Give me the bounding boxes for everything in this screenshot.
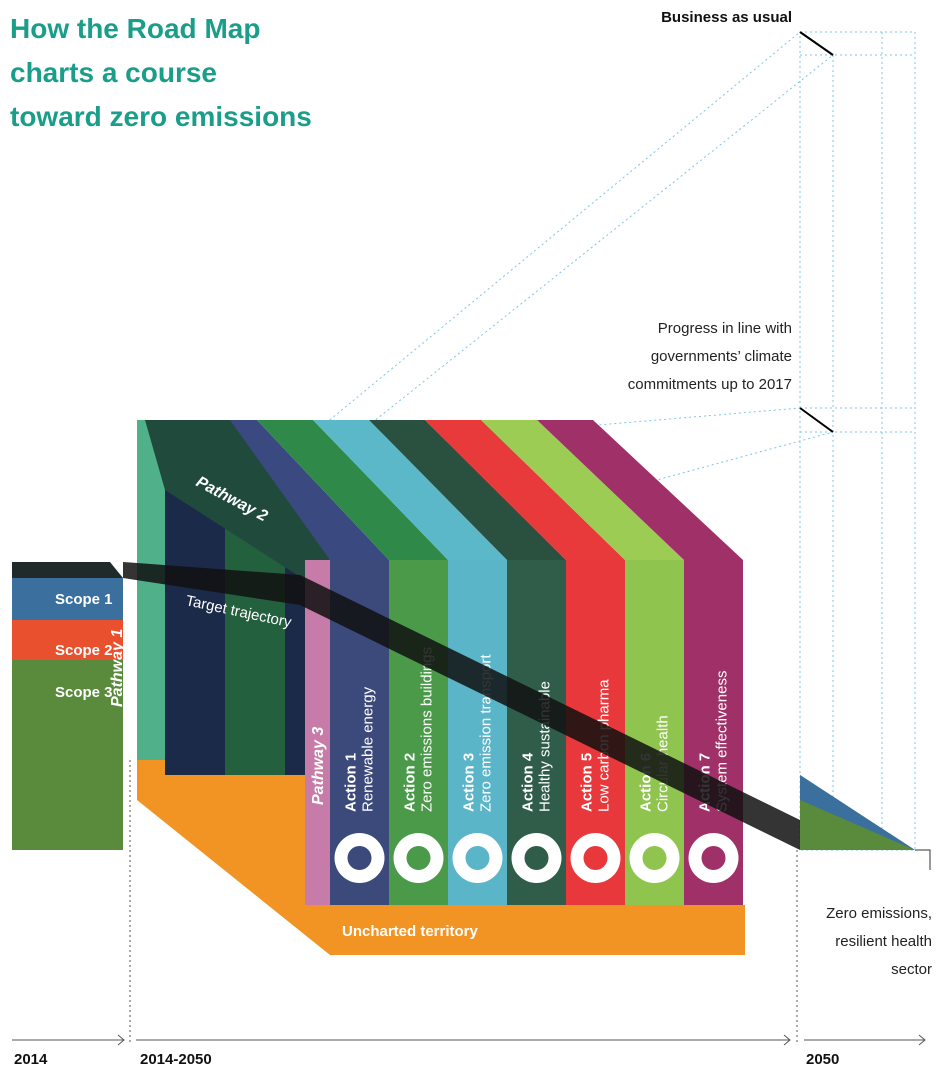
action-icon [701, 846, 726, 870]
action-name: System effectiveness [714, 671, 731, 812]
timeline [12, 760, 926, 1046]
action-icon [583, 846, 608, 870]
action-icon [642, 846, 667, 870]
action-label: Action 5 [579, 753, 596, 812]
action-icon [465, 846, 490, 870]
annotation: Progress in line with [658, 320, 792, 337]
end-block [800, 775, 915, 850]
interior [225, 520, 285, 775]
action-label: Action 3 [461, 753, 478, 812]
timeline-label: 2050 [806, 1051, 839, 1068]
scope-label: Scope 2 [55, 642, 113, 659]
scope-block: Scope 1 Scope 2 Scope 3 [12, 562, 123, 850]
uncharted-label: Uncharted territory [342, 923, 479, 940]
action-icon [347, 846, 372, 870]
annotation: resilient health [835, 933, 932, 950]
action-label: Action 1 [343, 753, 360, 812]
annotation: Zero emissions, [826, 905, 932, 922]
pathway-label: Pathway 3 [310, 727, 327, 805]
target-trajectory [123, 562, 915, 850]
annotation: Business as usual [661, 9, 792, 26]
timeline-label: 2014-2050 [140, 1051, 212, 1068]
pathway-1 [137, 420, 165, 760]
action-label: Action 4 [520, 752, 537, 812]
title-line: charts a course [10, 57, 217, 88]
scope-label: Scope 3 [55, 684, 113, 701]
annotation: commitments up to 2017 [628, 376, 792, 393]
action-icon [406, 846, 431, 870]
action-label: Action 2 [402, 753, 419, 812]
title-line: How the Road Map [10, 13, 260, 44]
annotation: governments’ climate [651, 348, 792, 365]
pathway-label: Pathway 1 [109, 629, 126, 707]
action-name: Renewable energy [360, 686, 377, 812]
action-strips: Action 1 Renewable energy Action 2 Zero emi… [201, 420, 743, 905]
action-name: Zero emissions buildings [419, 647, 436, 812]
scope-label: Scope 1 [55, 591, 113, 608]
pathway-2 [145, 420, 330, 580]
timeline-label: 2014 [14, 1051, 48, 1068]
action-icon [524, 846, 549, 870]
title-line: toward zero emissions [10, 101, 312, 132]
connector [915, 849, 931, 870]
annotation: sector [891, 961, 932, 978]
